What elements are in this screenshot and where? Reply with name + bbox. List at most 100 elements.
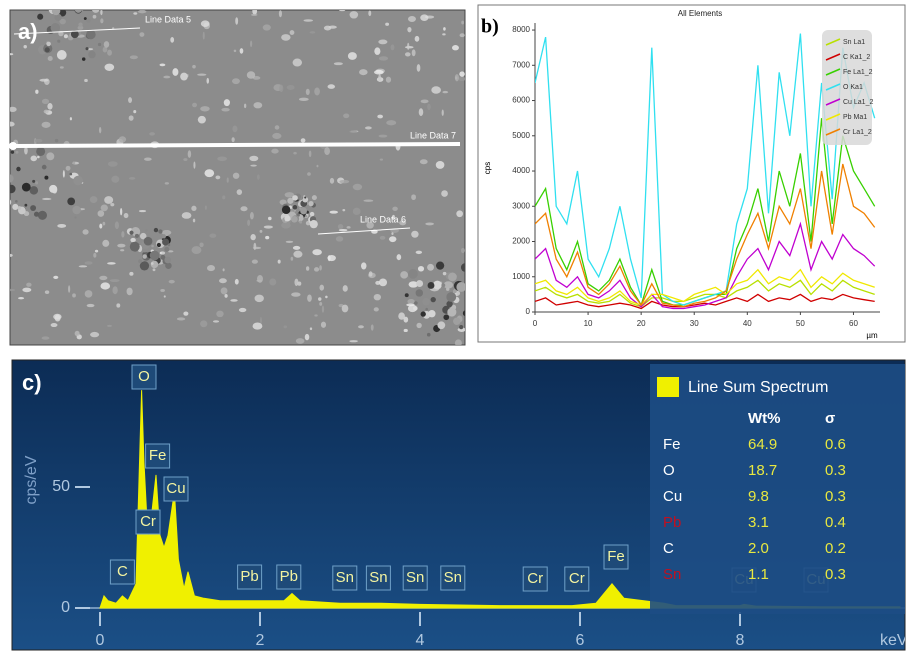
- grain: [118, 136, 127, 143]
- grain: [116, 303, 121, 308]
- clump: [30, 205, 37, 211]
- clump: [44, 175, 49, 180]
- grain: [366, 221, 374, 229]
- clump: [10, 150, 15, 154]
- results-table: Line Sum Spectrum Wt% σ Fe 64.9 0.6 O 18.7 0.3 Cu…: [650, 364, 905, 614]
- x-tick-label: 20: [637, 319, 646, 328]
- clump: [299, 220, 303, 224]
- grain: [123, 212, 129, 219]
- clump: [416, 280, 424, 288]
- grain: [22, 287, 32, 293]
- y-tick-label: 6000: [512, 96, 530, 105]
- grain: [338, 228, 348, 232]
- peak-label: Sn: [406, 569, 424, 586]
- grain: [284, 192, 295, 198]
- grain: [53, 275, 59, 280]
- legend-label: Cu La1_2: [843, 99, 873, 106]
- grain: [279, 84, 284, 93]
- grain: [279, 199, 287, 205]
- grain: [309, 327, 313, 331]
- grain: [319, 284, 325, 291]
- clump: [43, 0, 48, 5]
- clump: [468, 284, 474, 290]
- clump: [150, 262, 154, 265]
- grain: [378, 278, 388, 287]
- grain: [341, 304, 349, 313]
- clump: [422, 297, 430, 306]
- legend-swatch: [825, 38, 841, 46]
- grain: [39, 78, 49, 82]
- grain: [349, 340, 359, 343]
- grain: [104, 63, 115, 71]
- grain: [400, 271, 409, 279]
- grain: [378, 39, 388, 45]
- clump: [37, 13, 44, 20]
- clump: [54, 13, 62, 22]
- clump: [85, 5, 89, 9]
- peak-label-box: [276, 564, 302, 590]
- clump: [24, 203, 28, 207]
- grain: [442, 271, 447, 276]
- grain: [459, 33, 465, 38]
- grain: [234, 278, 239, 285]
- legend-swatch: [825, 98, 841, 106]
- legend-label: Fe La1_2: [843, 69, 873, 76]
- grain: [128, 97, 133, 104]
- y-tick-label: 5000: [512, 131, 530, 140]
- grain: [314, 87, 320, 96]
- grain: [274, 125, 280, 130]
- clump: [86, 18, 91, 23]
- clump: [54, 138, 59, 143]
- scan-line: [317, 227, 411, 235]
- grain: [249, 155, 259, 162]
- grain: [294, 278, 299, 287]
- clump: [456, 282, 465, 292]
- grain: [290, 256, 294, 261]
- y-tick-label: 2000: [512, 237, 530, 246]
- grain: [43, 109, 49, 114]
- clump: [302, 196, 309, 203]
- grain: [126, 287, 133, 296]
- grain: [385, 76, 392, 83]
- x-tick-label: 6: [576, 632, 585, 649]
- clump: [164, 246, 170, 252]
- clump: [63, 34, 68, 39]
- y-tick-label: 8000: [512, 25, 530, 34]
- grain: [411, 194, 416, 201]
- clump: [4, 192, 9, 197]
- grain: [23, 45, 27, 49]
- grain: [191, 205, 197, 211]
- grain: [259, 316, 263, 325]
- grain: [349, 11, 359, 19]
- grain: [259, 229, 263, 233]
- y-tick-label: 1000: [512, 272, 530, 281]
- clump: [139, 261, 150, 271]
- y-axis-label: cps/eV: [23, 455, 40, 504]
- grain: [47, 103, 53, 110]
- series-line: [535, 33, 876, 306]
- grain: [413, 306, 418, 311]
- peak-label: Pb: [240, 568, 258, 585]
- grain: [307, 294, 312, 302]
- legend-swatch: [825, 128, 841, 136]
- clump: [88, 50, 96, 59]
- grain: [249, 211, 254, 220]
- grain: [435, 160, 445, 169]
- grain: [327, 254, 336, 262]
- element: Sn: [663, 566, 681, 583]
- clump: [0, 152, 8, 160]
- clump: [460, 263, 465, 272]
- clump: [74, 10, 82, 13]
- grain: [133, 110, 137, 114]
- grain: [164, 182, 170, 185]
- chart-title: All Elements: [678, 9, 722, 18]
- grain: [149, 132, 155, 136]
- grain: [200, 20, 210, 28]
- clump: [46, 41, 51, 47]
- clump: [446, 300, 453, 308]
- clump: [448, 272, 457, 282]
- clump: [408, 269, 418, 279]
- grain: [230, 299, 238, 302]
- clump: [427, 282, 435, 289]
- clump: [151, 244, 154, 248]
